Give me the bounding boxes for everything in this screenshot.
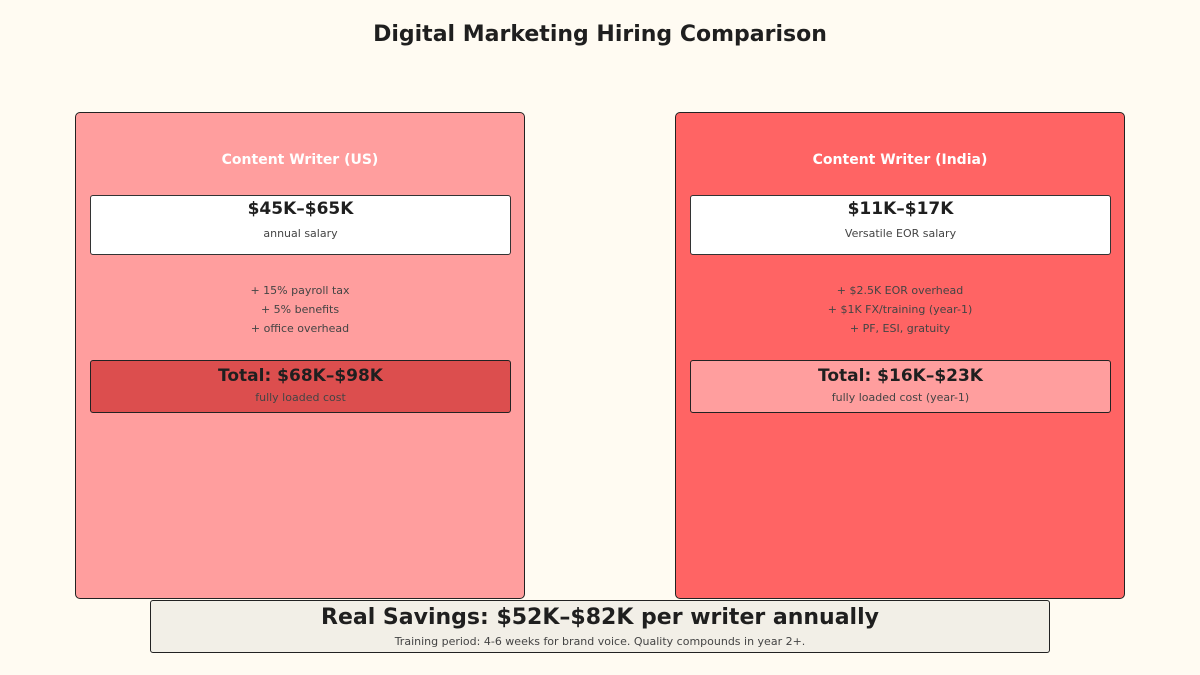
india-total-box: Total: $16K–$23K fully loaded cost (year…	[690, 360, 1111, 413]
india-writer-card: Content Writer (India) $11K–$17K Versati…	[675, 112, 1125, 599]
us-addon-item: + office overhead	[250, 322, 350, 335]
page-title: Digital Marketing Hiring Comparison	[373, 22, 827, 47]
india-addon-item: + $1K FX/training (year-1)	[827, 303, 973, 316]
india-addons-list: + $2.5K EOR overhead + $1K FX/training (…	[676, 281, 1124, 338]
us-salary-value: $45K–$65K	[247, 199, 354, 219]
india-salary-value: $11K–$17K	[847, 199, 954, 219]
us-addon-item: + 5% benefits	[260, 303, 340, 316]
india-card-heading: Content Writer (India)	[812, 152, 988, 168]
us-total-value: Total: $68K–$98K	[218, 366, 383, 386]
india-total-value: Total: $16K–$23K	[818, 366, 983, 386]
us-addons-list: + 15% payroll tax + 5% benefits + office…	[76, 281, 524, 338]
savings-banner: Real Savings: $52K–$82K per writer annua…	[150, 600, 1050, 653]
india-salary-note: Versatile EOR salary	[844, 227, 957, 240]
india-total-note: fully loaded cost (year-1)	[831, 391, 970, 404]
india-salary-box: $11K–$17K Versatile EOR salary	[690, 195, 1111, 255]
savings-note: Training period: 4-6 weeks for brand voi…	[394, 635, 806, 648]
us-total-note: fully loaded cost	[255, 391, 346, 404]
us-total-box: Total: $68K–$98K fully loaded cost	[90, 360, 511, 413]
us-card-heading: Content Writer (US)	[221, 152, 379, 168]
us-writer-card: Content Writer (US) $45K–$65K annual sal…	[75, 112, 525, 599]
us-addon-item: + 15% payroll tax	[250, 284, 350, 297]
india-addon-item: + $2.5K EOR overhead	[836, 284, 964, 297]
us-salary-box: $45K–$65K annual salary	[90, 195, 511, 255]
india-addon-item: + PF, ESI, gratuity	[849, 322, 951, 335]
us-salary-note: annual salary	[263, 227, 338, 240]
savings-headline: Real Savings: $52K–$82K per writer annua…	[321, 605, 879, 630]
